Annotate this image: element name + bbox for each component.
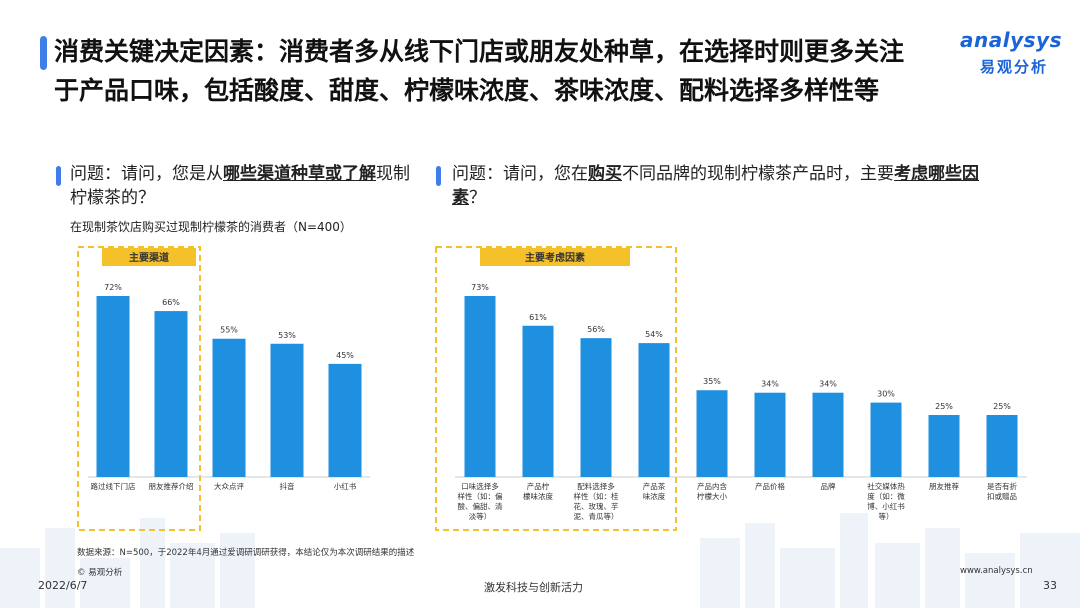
right-category-label: 酸、偏甜、清	[458, 501, 503, 511]
left-category-label: 抖音	[280, 481, 295, 491]
right-category-label: 产品价格	[755, 481, 785, 491]
right-category-label: 朋友推荐	[929, 481, 959, 491]
left-bar	[328, 363, 362, 477]
right-bar	[754, 392, 786, 477]
left-highlight-box	[77, 246, 201, 531]
title-accent-bar	[40, 36, 47, 70]
right-category-label: 博、小红书	[867, 501, 905, 511]
right-category-label: 样性（如：偏	[458, 491, 503, 501]
left-chart-subtitle: 在现制茶饮店购买过现制柠檬茶的消费者（N=400）	[70, 220, 352, 234]
right-bar	[580, 338, 612, 477]
right-data-label: 34%	[761, 380, 779, 389]
left-bar	[96, 296, 130, 477]
website-link[interactable]: www.analysys.cn	[960, 566, 1033, 576]
right-category-label: 味浓度	[643, 491, 666, 501]
right-data-label: 30%	[877, 390, 895, 399]
right-category-label: 口味选择多	[461, 481, 499, 491]
right-category-label: 是否有折	[987, 481, 1017, 491]
left-category-label: 大众点评	[214, 481, 244, 491]
left-question: 问题：请问，您是从哪些渠道种草或了解现制柠檬茶的？	[70, 162, 410, 210]
right-category-label: 样性（如：桂	[574, 491, 619, 501]
right-data-label: 73%	[471, 283, 489, 292]
footer-date: 2022/6/7	[38, 579, 88, 592]
right-data-label: 35%	[703, 377, 721, 386]
right-highlight-box	[435, 246, 677, 531]
right-bar	[522, 325, 554, 477]
right-category-label: 柠檬大小	[697, 491, 727, 501]
right-category-label: 花、玫瑰、芋	[574, 501, 619, 511]
right-question-prefix: 问题：请问，您在	[452, 164, 588, 184]
left-data-label: 45%	[336, 351, 354, 360]
right-bar	[870, 402, 902, 477]
left-highlight-label: 主要渠道	[129, 251, 169, 264]
right-category-label: 度（如：微	[867, 491, 905, 501]
left-question-emphasis: 哪些渠道种草或了解	[223, 164, 376, 184]
left-category-label: 小红书	[334, 481, 357, 491]
left-question-marker	[56, 166, 61, 186]
right-bar	[812, 392, 844, 477]
right-bar	[638, 343, 670, 477]
right-category-label: 产品内含	[697, 481, 727, 491]
right-data-label: 61%	[529, 313, 547, 322]
left-data-label: 53%	[278, 331, 296, 340]
left-category-label: 路过线下门店	[91, 481, 136, 491]
right-category-label: 配料选择多	[577, 481, 615, 491]
left-highlight-tag	[102, 248, 196, 266]
right-data-label: 34%	[819, 380, 837, 389]
right-data-label: 54%	[645, 330, 663, 339]
right-category-label: 品牌	[821, 481, 836, 491]
left-bar	[212, 338, 246, 477]
footer-slogan: 激发科技与创新活力	[484, 581, 583, 594]
right-data-label: 56%	[587, 325, 605, 334]
left-data-label: 66%	[162, 298, 180, 307]
right-highlight-label: 主要考虑因素	[525, 251, 585, 264]
right-bar	[928, 415, 960, 477]
analysys-logo: analysys 易观分析	[958, 28, 1068, 78]
logo-brand: analysys	[960, 28, 1062, 52]
right-category-label: 淡等）	[469, 511, 492, 521]
left-data-label: 72%	[104, 283, 122, 292]
page-number: 33	[1043, 579, 1057, 592]
right-question-suffix: ？	[469, 188, 486, 208]
right-category-label: 檬味浓度	[523, 491, 553, 501]
right-highlight-tag	[480, 248, 630, 266]
right-data-label: 25%	[993, 402, 1011, 411]
left-question-suffix: 现制柠檬茶的？	[70, 164, 410, 208]
right-question-middle: 不同品牌的现制柠檬茶产品时，主要	[622, 164, 894, 184]
right-bar	[986, 415, 1018, 477]
right-category-label: 扣或赠品	[987, 491, 1017, 501]
right-data-label: 25%	[935, 402, 953, 411]
left-bar	[270, 343, 304, 477]
logo-brand-cn: 易观分析	[980, 58, 1049, 76]
copyright-note: © 易观分析	[77, 568, 123, 578]
left-category-label: 朋友推荐介绍	[149, 481, 194, 491]
right-category-label: 等）	[879, 511, 894, 521]
left-question-prefix: 问题：请问，您是从	[70, 164, 223, 184]
right-bar	[464, 296, 496, 477]
right-question-marker	[436, 166, 441, 186]
right-bar	[696, 390, 728, 477]
right-category-label: 产品柠	[527, 481, 550, 491]
slide-title: 消费关键决定因素：消费者多从线下门店或朋友处种草，在选择时则更多关注于产品口味，…	[54, 37, 905, 105]
right-question-emphasis-1: 购买	[588, 164, 622, 184]
right-question: 问题：请问，您在购买不同品牌的现制柠檬茶产品时，主要考虑哪些因素？	[452, 162, 1012, 210]
left-bar	[154, 311, 188, 477]
right-category-label: 产品茶	[643, 481, 666, 491]
left-data-label: 55%	[220, 326, 238, 335]
right-category-label: 泥、青瓜等）	[574, 511, 619, 521]
right-question-emphasis-2: 考虑哪些因素	[452, 164, 979, 208]
data-source-note: 数据来源：N=500，于2022年4月通过爱调研调研获得，本结论仅为本次调研结果…	[77, 548, 415, 558]
right-category-label: 社交媒体热	[867, 481, 905, 491]
